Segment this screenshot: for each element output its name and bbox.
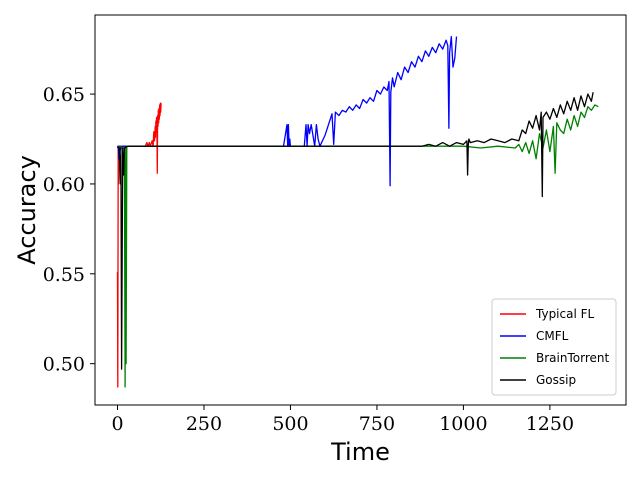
series-layer [116, 35, 599, 388]
legend-label: CMFL [536, 329, 569, 343]
legend: Typical FL CMFL BrainTorrent Gossip [491, 298, 617, 396]
x-tick-label: 250 [186, 413, 222, 435]
y-tick-label: 0.65 [43, 84, 85, 106]
x-tick-label: 750 [359, 413, 395, 435]
x-tick-label: 1250 [526, 413, 574, 435]
x-tick-label: 1000 [439, 413, 487, 435]
y-tick-label: 0.55 [43, 264, 85, 286]
legend-box [491, 298, 617, 396]
x-axis-label: Time [330, 438, 390, 466]
y-tick-label: 0.60 [43, 174, 85, 196]
ticks-layer: 0 250 500 750 1000 1250 0.50 0.55 0.60 0.65 [43, 84, 574, 435]
y-tick-label: 0.50 [43, 354, 85, 376]
legend-label: BrainTorrent [536, 351, 609, 365]
legend-label: Typical FL [535, 307, 595, 321]
x-tick-label: 500 [272, 413, 308, 435]
series-line-gossip [117, 92, 594, 370]
x-tick-label: 0 [111, 413, 123, 435]
plot-frame [94, 14, 627, 406]
legend-label: Gossip [536, 373, 576, 387]
y-axis-label: Accuracy [13, 155, 41, 265]
series-line-cmfl [116, 35, 458, 187]
